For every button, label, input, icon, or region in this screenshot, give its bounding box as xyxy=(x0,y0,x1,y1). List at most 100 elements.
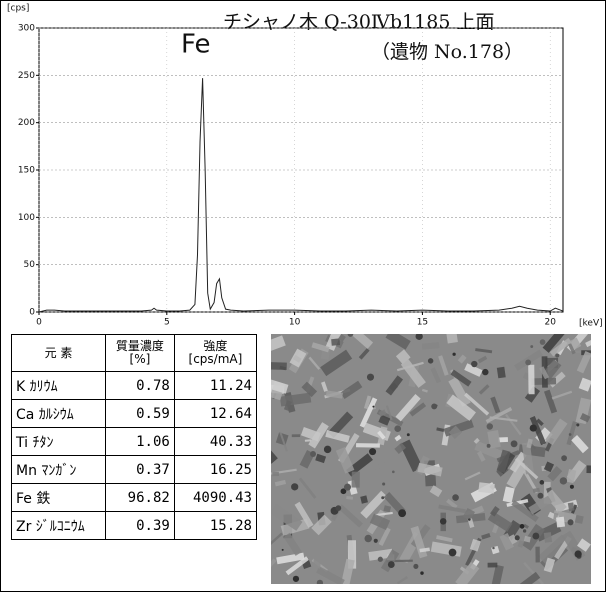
sem-image xyxy=(271,334,591,584)
sem-pore xyxy=(291,483,299,491)
sem-crystal xyxy=(462,507,475,521)
sem-crystal xyxy=(511,500,539,523)
table-cell: 96.82 xyxy=(104,483,175,512)
sem-crystal xyxy=(568,343,576,355)
sem-crystal xyxy=(523,523,529,529)
sem-pore xyxy=(514,535,520,541)
sem-crystal xyxy=(523,535,531,543)
sem-crystal xyxy=(490,506,500,517)
x-tick-label: 15 xyxy=(417,318,428,328)
sem-crystal xyxy=(271,532,283,554)
sem-crystal xyxy=(363,395,372,410)
sem-crystal xyxy=(304,439,312,442)
sem-crystal xyxy=(419,547,430,553)
sem-crystal xyxy=(394,442,407,455)
y-tick-label: 100 xyxy=(18,213,35,223)
sem-crystal xyxy=(378,527,391,546)
sem-crystal xyxy=(549,337,572,357)
sem-pore xyxy=(482,368,489,376)
sem-pore xyxy=(335,505,342,512)
sem-pore xyxy=(452,352,456,356)
table-cell: Ca ｶﾙｼｳﾑ xyxy=(11,399,106,428)
sem-crystal xyxy=(335,446,355,474)
sem-crystal xyxy=(271,378,289,394)
sem-crystal xyxy=(283,400,292,411)
header-cell: 強度 [cps/mA] xyxy=(173,334,258,372)
table-row: Zr ｼﾞﾙｺﾆｳﾑ 0.39 15.28 xyxy=(11,511,258,540)
sem-crystal xyxy=(528,364,535,395)
sem-pore xyxy=(510,440,518,448)
sem-pore xyxy=(415,334,423,340)
table-cell: 0.39 xyxy=(104,511,175,540)
sem-crystal xyxy=(331,338,341,346)
x-tick-label: 5 xyxy=(164,318,170,328)
sem-crystal xyxy=(346,453,373,477)
sem-crystal xyxy=(271,450,278,464)
sem-crystal xyxy=(473,437,480,444)
sem-crystal xyxy=(464,471,481,481)
sem-crystal xyxy=(576,351,591,374)
sem-crystal xyxy=(312,552,322,569)
sem-crystal xyxy=(300,426,321,442)
sem-pore xyxy=(369,448,377,456)
sem-crystal xyxy=(487,562,498,568)
sem-crystal xyxy=(316,566,345,584)
sem-crystal xyxy=(542,334,565,353)
sem-crystal xyxy=(385,405,393,421)
sem-crystal xyxy=(271,558,277,571)
sem-crystal xyxy=(450,369,472,387)
header-unit: [%] xyxy=(129,352,151,366)
sem-crystal xyxy=(272,471,279,477)
sem-crystal xyxy=(383,492,406,515)
sem-pore xyxy=(539,480,545,485)
sem-pore xyxy=(576,423,580,427)
y-tick-label: 150 xyxy=(18,166,35,176)
sem-crystal xyxy=(436,535,453,543)
sem-crystal xyxy=(417,462,443,477)
sem-crystal xyxy=(523,562,545,584)
sem-crystal xyxy=(340,380,363,399)
sem-crystal xyxy=(517,540,525,548)
sem-crystal xyxy=(457,354,467,364)
table-cell: 15.28 xyxy=(173,511,258,540)
sem-crystal xyxy=(301,381,318,398)
sem-crystal xyxy=(543,389,558,414)
table-row: K ｶﾘｳﾑ 0.78 11.24 xyxy=(11,371,258,400)
sem-crystal xyxy=(395,349,411,365)
sem-pore xyxy=(310,451,317,458)
header-cell: 質量濃度 [%] xyxy=(104,334,175,372)
sem-crystal xyxy=(464,392,490,416)
sem-crystal xyxy=(535,546,540,563)
sem-pore xyxy=(413,563,419,569)
header-text: 元 素 xyxy=(44,345,73,360)
sem-crystal xyxy=(566,421,577,446)
sem-crystal xyxy=(298,477,317,499)
y-tick-label: 50 xyxy=(24,260,36,270)
sem-crystal xyxy=(528,495,553,515)
sem-crystal xyxy=(481,533,491,540)
sem-pore xyxy=(340,488,347,495)
sem-crystal xyxy=(446,394,476,421)
sem-crystal xyxy=(499,532,515,551)
table-cell: 12.64 xyxy=(173,399,258,428)
sem-pore xyxy=(372,405,375,408)
sem-pore xyxy=(381,496,385,500)
header-cell: 元 素 xyxy=(11,334,106,372)
sem-crystal xyxy=(271,361,287,371)
sem-crystal xyxy=(325,390,343,399)
sem-crystal xyxy=(438,504,466,514)
sem-crystal xyxy=(498,437,509,443)
table-cell: 0.59 xyxy=(104,399,175,428)
sem-crystal xyxy=(519,571,541,584)
sem-crystal xyxy=(276,552,305,565)
y-tick-label: 0 xyxy=(29,308,35,318)
sem-pore xyxy=(532,532,540,540)
sem-crystal xyxy=(325,429,350,443)
sem-crystal xyxy=(377,430,386,440)
sem-crystal xyxy=(289,348,307,368)
sem-crystal xyxy=(395,394,421,422)
sem-crystal xyxy=(448,376,471,407)
sem-crystal xyxy=(294,501,314,528)
sem-crystal xyxy=(543,557,556,573)
sem-crystal xyxy=(545,418,568,446)
